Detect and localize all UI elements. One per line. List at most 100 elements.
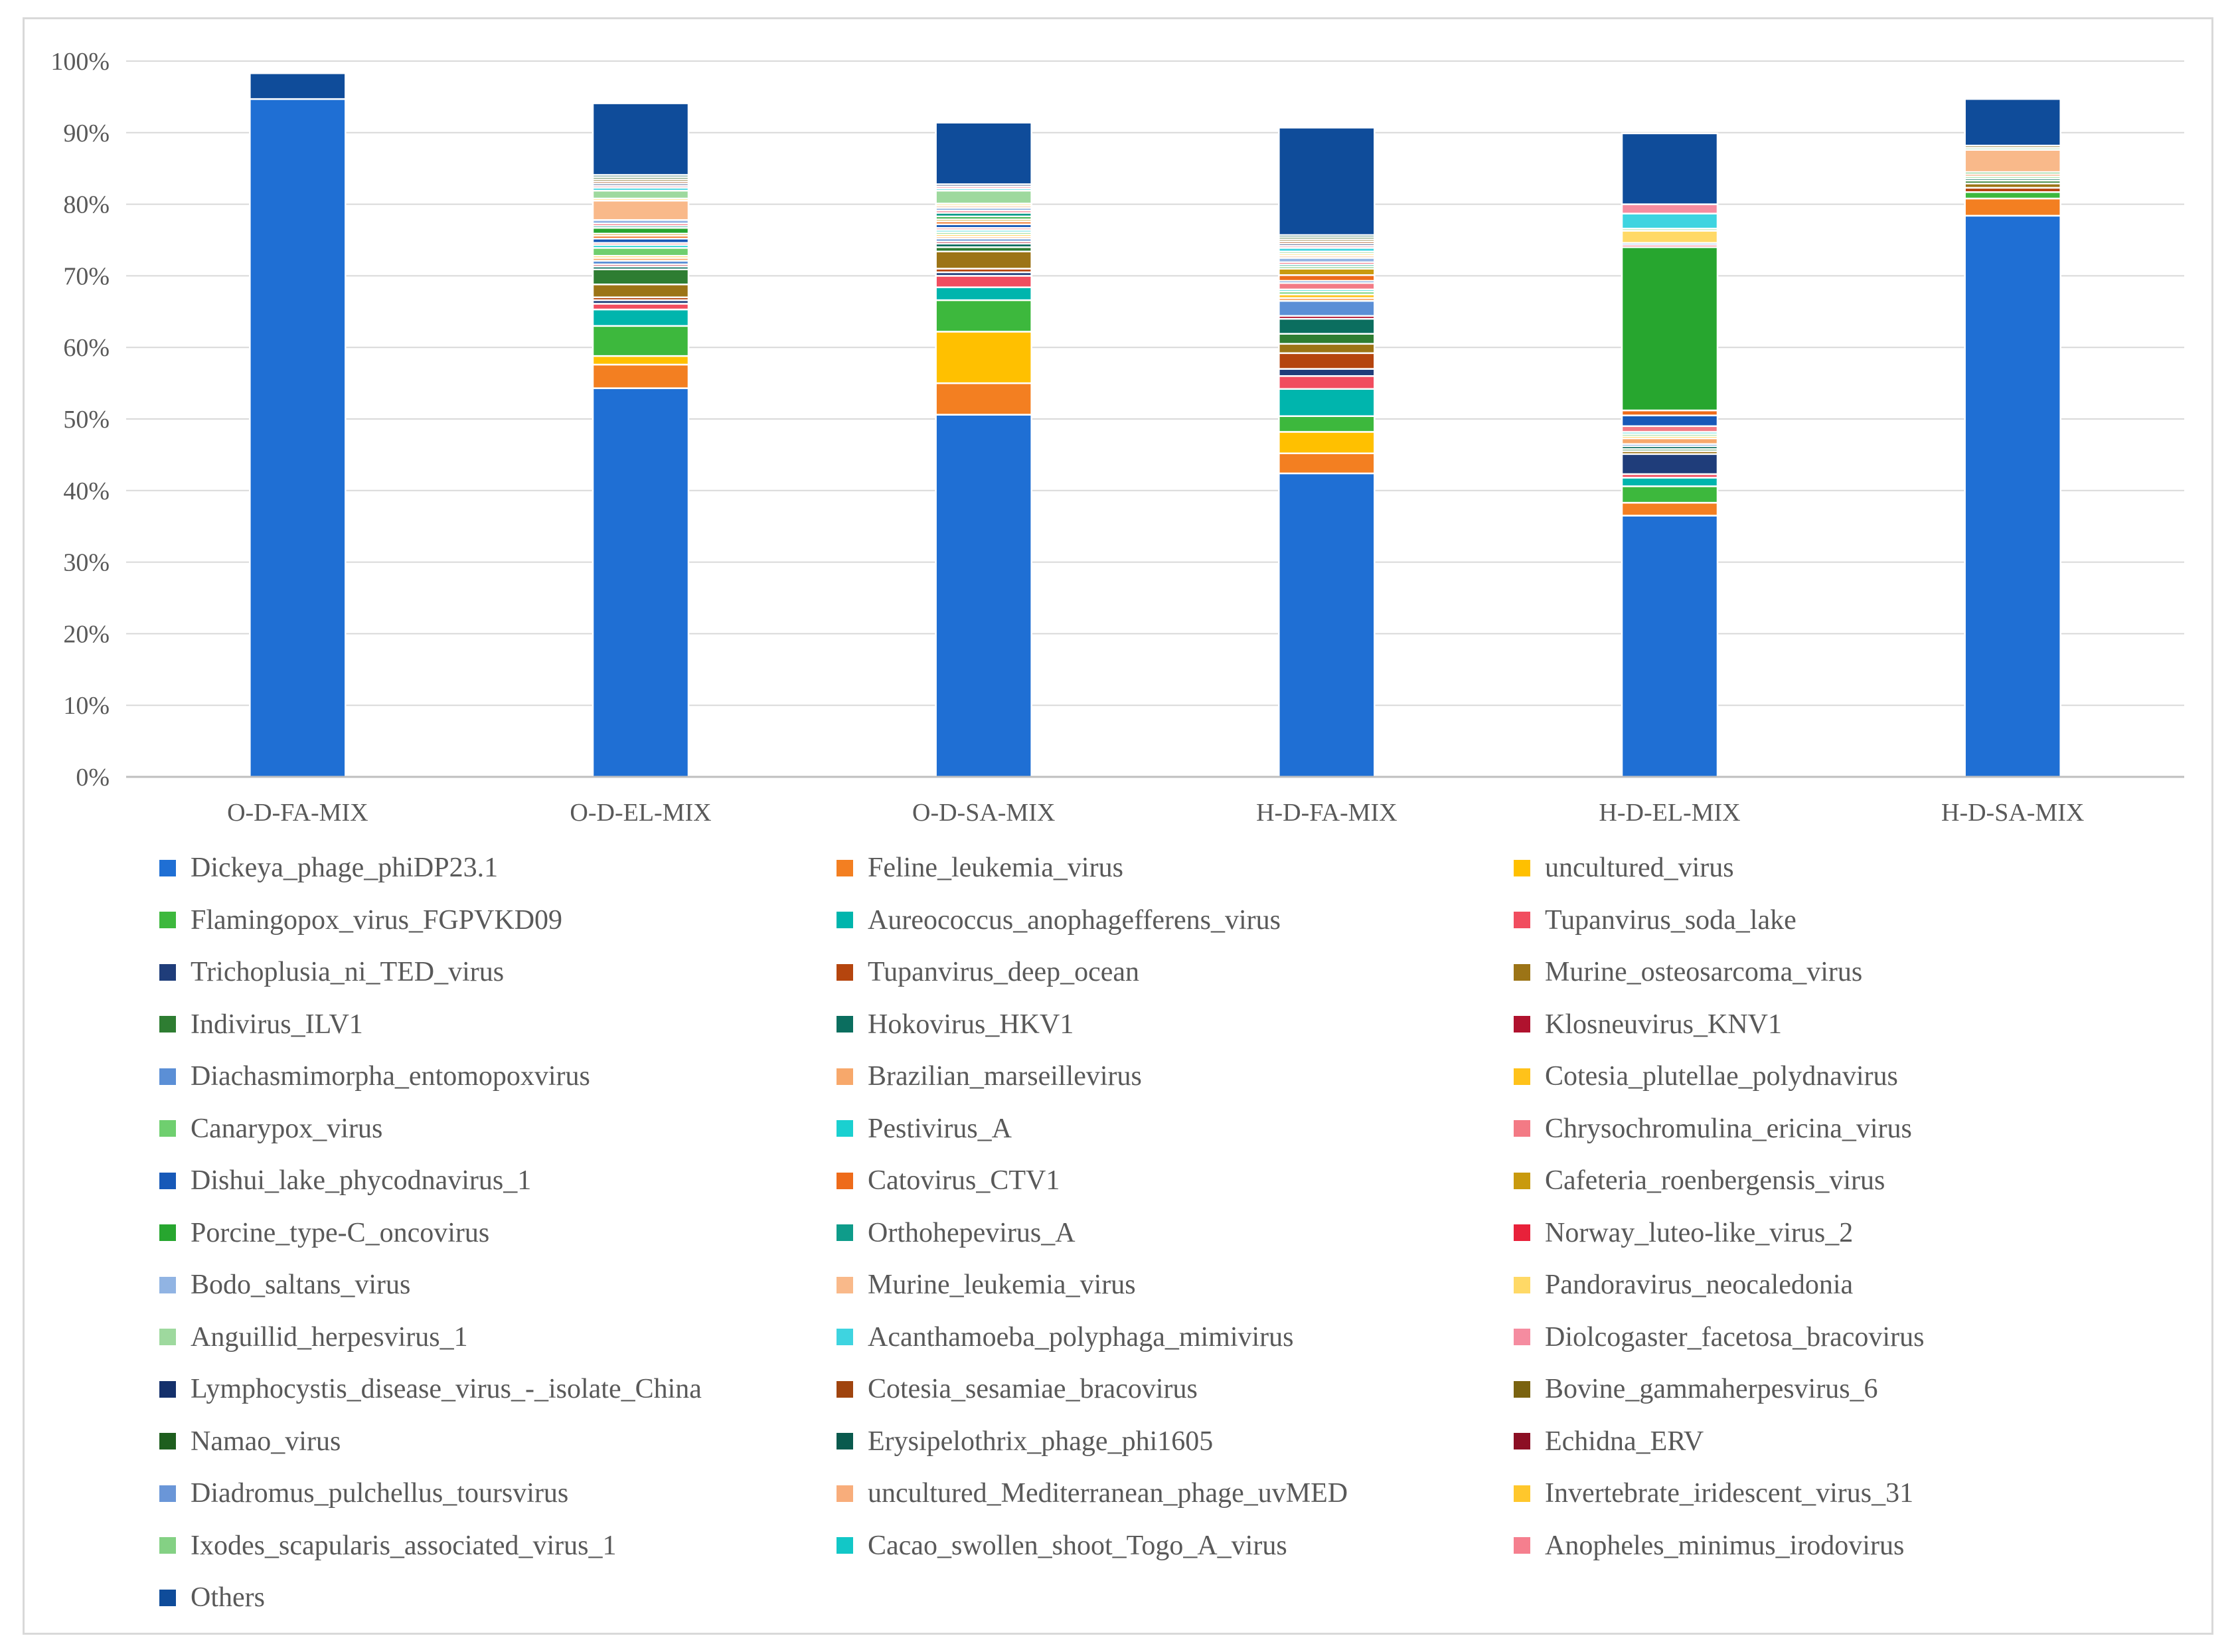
legend-item: Cotesia_sesamiae_bracovirus [837,1363,1514,1416]
bar-segment [1964,98,2061,147]
legend-swatch [159,1329,176,1346]
bar-segment [1964,149,2061,173]
legend-swatch [837,1329,853,1346]
legend-label: Cotesia_plutellae_polydnavirus [1545,1061,1898,1092]
bar-segment [592,363,690,389]
legend-item: Catovirus_CTV1 [837,1155,1514,1207]
legend-label: Orthohepevirus_A [868,1217,1076,1248]
legend-label: Flamingopox_virus_FGPVKD09 [191,904,563,936]
legend-item: Dickeya_phage_phiDP23.1 [159,842,837,894]
legend-swatch [1514,963,1530,981]
bar-segment [935,250,1032,270]
bar-segment [1278,415,1376,433]
legend-swatch [159,1276,176,1293]
legend-item: Acanthamoeba_polyphaga_mimivirus [837,1311,1514,1364]
legend-swatch [837,1485,853,1502]
legend-item: Feline_leukemia_virus [837,842,1514,894]
bar-segment [592,247,690,257]
legend-item: Murine_osteosarcoma_virus [1514,946,2191,999]
legend-label: Brazilian_marseillevirus [868,1061,1142,1092]
bar-segment [1621,230,1719,244]
legend-label: Cotesia_sesamiae_bracovirus [868,1374,1198,1405]
legend-label: Namao_virus [191,1426,341,1457]
bar-segment [592,303,690,311]
bar-segment [592,325,690,357]
x-category-label: O-D-SA-MIX [912,799,1055,827]
legend-label: uncultured_Mediterranean_phage_uvMED [868,1478,1348,1509]
legend-label: Cafeteria_roenbergensis_virus [1545,1165,1885,1197]
legend-label: Tupanvirus_deep_ocean [868,957,1140,988]
legend-label: Canarypox_virus [191,1113,383,1144]
legend-label: Diolcogaster_facetosa_bracovirus [1545,1321,1925,1353]
bar-segment [249,72,347,100]
y-tick-label: 100% [50,48,110,76]
legend-swatch [1514,1224,1530,1242]
bar-segment [1621,501,1719,517]
bar-segment [1278,368,1376,377]
bar-segment [935,331,1032,384]
legend-item: Bovine_gammaherpesvirus_6 [1514,1363,2191,1416]
bar-segment [1621,414,1719,428]
gridlines [126,60,2184,706]
bar-segment [1964,214,2061,778]
bar-segment [592,102,690,176]
legend-label: Bodo_saltans_virus [191,1270,411,1301]
bar-segment [1278,282,1376,291]
x-category-label: H-D-FA-MIX [1256,799,1398,827]
legend-swatch [837,1276,853,1293]
bar-segment [1621,212,1719,230]
legend-label: Bovine_gammaherpesvirus_6 [1545,1374,1878,1405]
bar-segment [1621,477,1719,487]
y-tick-label: 70% [63,262,110,290]
legend-swatch [1514,1537,1530,1554]
legend-item: Diolcogaster_facetosa_bracovirus [1514,1311,2191,1364]
legend-swatch [159,1485,176,1502]
legend-item: Canarypox_virus [159,1103,837,1155]
bar-segment [592,199,690,221]
legend-label: Pandoravirus_neocaledonia [1545,1270,1854,1301]
x-category-label: O-D-FA-MIX [227,799,368,827]
legend-swatch [837,1120,853,1137]
legend-swatch [837,1433,853,1450]
legend-swatch [1514,1016,1530,1033]
legend-item: Murine_leukemia_virus [837,1259,1514,1311]
legend-swatch [1514,1433,1530,1450]
legend-swatch [159,912,176,929]
legend-item: Bodo_saltans_virus [159,1259,837,1311]
legend-label: Murine_osteosarcoma_virus [1545,957,1863,988]
legend-swatch [837,859,853,876]
legend-swatch [159,1537,176,1554]
bar-segment [1278,127,1376,236]
y-tick-label: 30% [63,549,110,577]
legend-item: Lymphocystis_disease_virus_-_isolate_Chi… [159,1363,837,1416]
bar-segment [1278,388,1376,417]
legend-item: Tupanvirus_deep_ocean [837,946,1514,999]
legend-swatch [1514,1485,1530,1502]
bar-segment [1278,299,1376,317]
legend-swatch [1514,1172,1530,1189]
legend-label: Diadromus_pulchellus_toursvirus [191,1478,569,1509]
legend-label: Klosneuvirus_KNV1 [1545,1009,1782,1040]
bar-segment [592,355,690,366]
legend-item: Anopheles_minimus_irodovirus [1514,1520,2191,1572]
legend-swatch [837,1380,853,1398]
bar-segment [1278,333,1376,345]
legend-swatch [837,1224,853,1242]
legend-label: Echidna_ERV [1545,1426,1704,1457]
bar-segment [935,414,1032,778]
legend-item: Pandoravirus_neocaledonia [1514,1259,2191,1311]
legend-swatch [837,1172,853,1189]
legend-item: Diadromus_pulchellus_toursvirus [159,1467,837,1520]
legend-swatch [1514,1120,1530,1137]
bar-stack [935,122,1032,778]
legend-label: Aureococcus_anophagefferens_virus [868,904,1281,936]
legend-item: Brazilian_marseillevirus [837,1050,1514,1103]
legend-item: Trichoplusia_ni_TED_virus [159,946,837,999]
legend-label: Indivirus_ILV1 [191,1009,363,1040]
legend-item: Tupanvirus_soda_lake [1514,894,2191,947]
legend-item: Cafeteria_roenbergensis_virus [1514,1155,2191,1207]
legend-label: Diachasmimorpha_entomopoxvirus [191,1061,590,1092]
legend-item: uncultured_Mediterranean_phage_uvMED [837,1467,1514,1520]
bar-segment [1964,197,2061,217]
legend-label: Ixodes_scapularis_associated_virus_1 [191,1530,617,1561]
